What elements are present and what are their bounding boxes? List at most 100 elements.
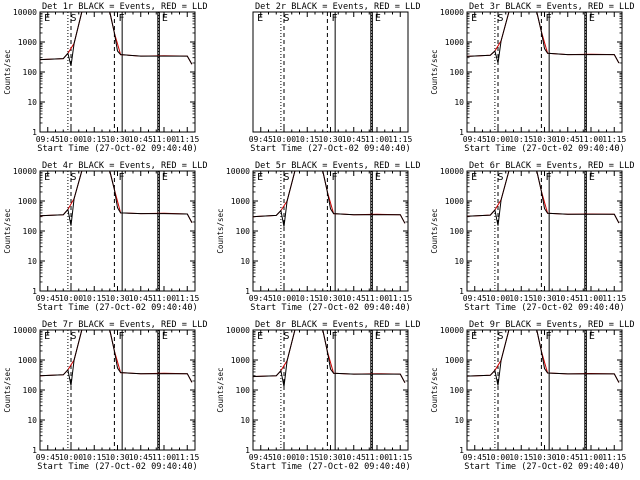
y-tick-label: 1	[32, 446, 37, 455]
y-axis-label: Counts/sec	[430, 208, 439, 253]
y-tick-label: 10000	[440, 326, 464, 335]
x-tick-label: 10:00	[486, 453, 510, 462]
x-tick-label: 11:15	[602, 294, 626, 303]
y-tick-label: 100	[236, 386, 251, 395]
y-tick-label: 100	[23, 227, 38, 236]
x-tick-label: 09:45	[463, 294, 487, 303]
series-group	[40, 171, 193, 226]
y-tick-label: 10	[240, 416, 250, 425]
marker-label: F	[332, 13, 338, 24]
series-group	[253, 171, 406, 227]
y-tick-label: 10000	[226, 326, 250, 335]
marker-label: E	[44, 172, 50, 183]
x-tick-label: 09:45	[36, 294, 60, 303]
marker-label: E	[375, 13, 381, 24]
panel-title: Det 1r BLACK = Events, RED = LLD	[42, 2, 208, 12]
series-group	[253, 330, 406, 387]
x-tick-label: 11:00	[152, 294, 176, 303]
x-tick-label: 10:30	[318, 294, 342, 303]
x-tick-label: 09:45	[463, 135, 487, 144]
series-events	[467, 330, 620, 386]
panel-title: Det 7r BLACK = Events, RED = LLD	[42, 320, 208, 330]
x-tick-label: 10:00	[486, 294, 510, 303]
plot-frame	[466, 11, 623, 133]
x-tick-label: 10:15	[295, 453, 319, 462]
x-tick-label: 10:15	[509, 135, 533, 144]
y-tick-label: 10	[27, 98, 37, 107]
panel-det-6: Det 6r BLACK = Events, RED = LLD 1 10 100 10…	[430, 161, 635, 313]
y-tick-label: 1	[459, 446, 464, 455]
x-axis-label: Start Time (27-Oct-02 09:40:40)	[37, 144, 197, 154]
marker-label: E	[471, 331, 477, 342]
x-tick-label: 10:45	[342, 453, 366, 462]
panel-det-2: Det 2r BLACK = Events, RED = LLD 09:45 10:…	[249, 2, 421, 154]
panel-title: Det 3r BLACK = Events, RED = LLD	[469, 2, 635, 12]
x-tick-label: 10:45	[129, 453, 153, 462]
panel-det-7: Det 7r BLACK = Events, RED = LLD 1 10 100 10…	[3, 320, 208, 472]
y-tick-label: 10000	[13, 8, 37, 17]
panel-title: Det 2r BLACK = Events, RED = LLD	[255, 2, 421, 12]
x-tick-label: 09:45	[249, 135, 273, 144]
marker-label: E	[162, 331, 168, 342]
x-axis-label: Start Time (27-Oct-02 09:40:40)	[37, 303, 197, 313]
marker-label: E	[44, 13, 50, 24]
marker-label: F	[119, 172, 125, 183]
y-tick-label: 1	[459, 128, 464, 137]
marker-label: S	[497, 13, 503, 24]
marker-label: E	[257, 331, 263, 342]
x-tick-label: 09:45	[249, 294, 273, 303]
y-tick-label: 100	[23, 386, 38, 395]
x-tick-label: 10:45	[556, 135, 580, 144]
y-tick-label: 10	[454, 257, 464, 266]
x-tick-label: 10:15	[82, 135, 106, 144]
y-tick-label: 1000	[445, 38, 464, 47]
marker-label: E	[589, 13, 595, 24]
x-tick-label: 11:00	[365, 294, 389, 303]
panel-title: Det 6r BLACK = Events, RED = LLD	[469, 161, 635, 171]
x-tick-label: 11:00	[152, 453, 176, 462]
x-axis-label: Start Time (27-Oct-02 09:40:40)	[464, 144, 624, 154]
y-tick-label: 1000	[18, 38, 37, 47]
series-group	[40, 330, 193, 386]
x-tick-label: 10:15	[82, 453, 106, 462]
y-axis-label: Counts/sec	[216, 208, 225, 253]
x-tick-label: 10:30	[318, 453, 342, 462]
marker-label: S	[70, 13, 76, 24]
y-axis-label: Counts/sec	[3, 367, 12, 412]
x-tick-label: 10:30	[532, 294, 556, 303]
marker-label: S	[283, 13, 289, 24]
marker-label: E	[44, 331, 50, 342]
y-tick-label: 10	[454, 98, 464, 107]
plot-frame	[39, 170, 196, 292]
series-events	[253, 330, 406, 387]
series-events	[40, 330, 193, 386]
x-axis-label: Start Time (27-Oct-02 09:40:40)	[250, 144, 410, 154]
y-axis-label: Counts/sec	[430, 49, 439, 94]
panel-title: Det 9r BLACK = Events, RED = LLD	[469, 320, 635, 330]
x-tick-label: 10:00	[486, 135, 510, 144]
x-tick-label: 10:30	[105, 453, 129, 462]
plot-frame	[466, 329, 623, 451]
x-tick-label: 10:15	[509, 294, 533, 303]
y-tick-label: 1	[245, 287, 250, 296]
marker-label: E	[257, 172, 263, 183]
panel-title: Det 5r BLACK = Events, RED = LLD	[255, 161, 421, 171]
y-tick-label: 1000	[18, 197, 37, 206]
panel-title: Det 8r BLACK = Events, RED = LLD	[255, 320, 421, 330]
marker-label: E	[589, 331, 595, 342]
x-axis-label: Start Time (27-Oct-02 09:40:40)	[37, 462, 197, 472]
y-tick-label: 100	[450, 227, 465, 236]
y-tick-label: 100	[23, 68, 38, 77]
x-tick-label: 10:30	[105, 135, 129, 144]
y-tick-label: 10	[454, 416, 464, 425]
panel-det-4: Det 4r BLACK = Events, RED = LLD 1 10 100 10…	[3, 161, 208, 313]
x-tick-label: 10:30	[318, 135, 342, 144]
marker-label: S	[283, 331, 289, 342]
marker-label: F	[546, 13, 552, 24]
panel-det-8: Det 8r BLACK = Events, RED = LLD 1 10 100 10…	[216, 320, 421, 472]
marker-label: F	[119, 13, 125, 24]
x-tick-label: 11:00	[579, 294, 603, 303]
marker-label: F	[332, 172, 338, 183]
marker-label: E	[375, 331, 381, 342]
